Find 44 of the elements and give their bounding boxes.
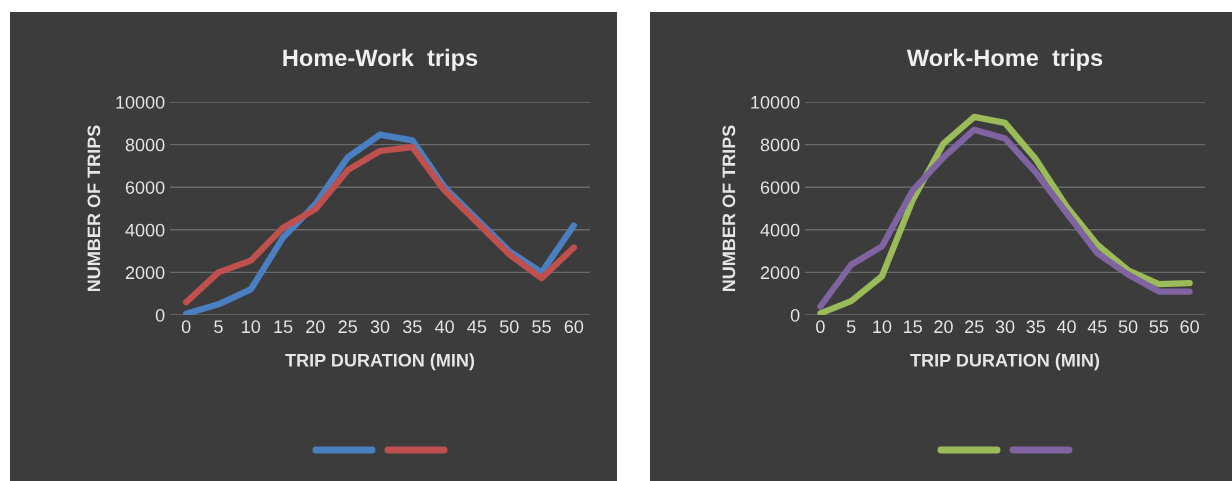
x-tick-label: 45 [1087,320,1107,334]
y-tick-label: 8000 [760,138,800,152]
x-tick-label: 5 [214,320,223,334]
x-tick-label: 25 [338,320,357,334]
x-tick-label: 10 [873,320,892,334]
x-tick-label: 40 [434,320,454,334]
y-tick-label: 10000 [751,95,800,109]
x-tick-label: 20 [306,320,325,334]
x-tick-label: 60 [564,320,584,334]
x-tick-label: 5 [846,320,856,334]
x-tick-label: 55 [1149,320,1169,334]
y-tick-label: 0 [155,308,165,322]
x-axis-title: TRIP DURATION (MIN) [910,353,1100,371]
x-tick-label: 20 [934,320,953,334]
x-tick-label: 45 [467,320,487,334]
x-tick-label: 60 [1180,320,1199,334]
x-tick-label: 35 [1026,320,1046,334]
y-tick-label: 6000 [760,181,800,194]
y-tick-label: 8000 [125,138,165,152]
x-tick-label: 40 [1056,320,1076,334]
y-tick-label: 2000 [125,266,165,280]
x-tick-label: 50 [1118,320,1138,334]
x-tick-label: 35 [402,320,422,334]
y-tick-label: 10000 [116,95,165,109]
x-tick-label: 0 [181,320,191,334]
y-tick-label: 4000 [125,223,165,237]
x-tick-label: 10 [242,320,261,334]
y-tick-label: 0 [790,308,800,322]
x-tick-label: 30 [370,320,390,334]
y-axis-title: NUMBER OF TRIPS [87,125,101,292]
x-tick-label: 25 [965,320,984,334]
chart-title: Home-Work trips [283,48,478,71]
y-tick-label: 4000 [760,223,800,237]
x-tick-label: 15 [274,320,293,334]
y-tick-label: 2000 [760,266,800,280]
x-tick-label: 55 [532,320,551,334]
chart-title: Work-Home trips [906,48,1103,71]
x-axis-title: TRIP DURATION (MIN) [285,353,475,371]
x-tick-label: 0 [816,320,825,334]
y-tick-label: 6000 [125,181,165,194]
y-axis-title: NUMBER OF TRIPS [722,125,736,292]
x-tick-label: 50 [499,320,519,334]
x-tick-label: 30 [995,320,1015,334]
x-tick-label: 15 [904,320,922,334]
